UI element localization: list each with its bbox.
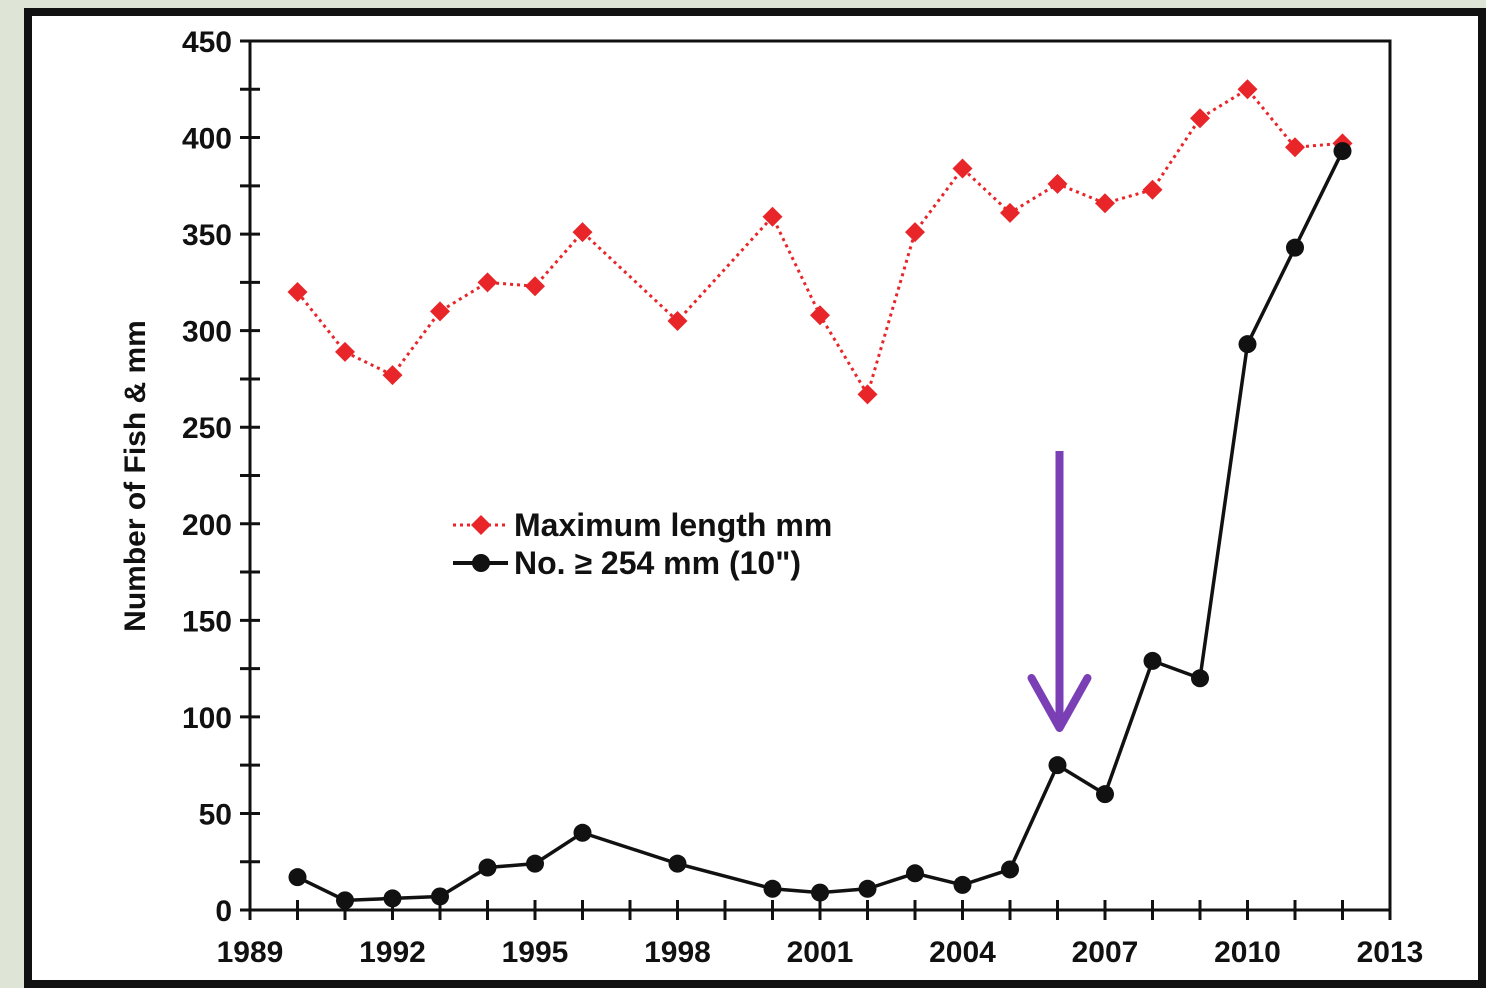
data-point-max-length — [382, 365, 403, 386]
data-point-max-length — [1142, 179, 1163, 200]
data-point-count — [906, 864, 924, 883]
data-point-max-length — [477, 272, 498, 293]
y-tick-label: 350 — [182, 219, 232, 252]
data-point-count — [1143, 651, 1162, 670]
y-tick-label: 200 — [182, 509, 232, 542]
data-point-count — [763, 879, 782, 898]
data-point-count — [336, 891, 354, 910]
data-point-max-length — [1285, 137, 1305, 158]
data-point-max-length — [857, 384, 878, 405]
y-tick-label: 300 — [182, 316, 232, 349]
data-point-count — [1286, 238, 1304, 257]
data-point-count — [383, 889, 402, 908]
data-point-max-length — [572, 222, 593, 243]
data-point-count — [858, 879, 877, 898]
y-tick-label: 400 — [182, 123, 232, 156]
data-point-count — [953, 875, 972, 894]
legend-label-count: No. ≥ 254 mm (10") — [514, 545, 801, 581]
data-point-count — [668, 854, 687, 873]
plot-frame — [248, 39, 1392, 912]
data-point-count — [1333, 142, 1352, 161]
data-point-count — [431, 887, 449, 906]
x-tick-label: 1989 — [217, 936, 284, 969]
x-tick-label: 1995 — [502, 936, 569, 969]
x-tick-label: 2004 — [929, 936, 996, 969]
data-point-max-length — [287, 282, 308, 303]
y-tick-label: 50 — [199, 798, 232, 831]
data-point-max-length — [905, 222, 925, 243]
data-point-max-length — [762, 206, 783, 227]
annotation-arrow-head — [1027, 674, 1092, 732]
legend: Maximum length mm No. ≥ 254 mm (10") — [453, 507, 832, 581]
data-point-count — [811, 883, 829, 902]
y-tick-label: 450 — [182, 26, 232, 59]
data-point-max-length — [1190, 108, 1210, 129]
data-point-count — [1048, 756, 1067, 775]
data-point-count — [1191, 669, 1209, 688]
x-tick-label: 1998 — [644, 936, 711, 969]
data-point-count — [573, 823, 592, 842]
y-tick-label: 250 — [182, 412, 232, 445]
data-point-max-length — [335, 341, 355, 362]
x-tick-label: 2010 — [1214, 936, 1281, 969]
data-point-max-length — [952, 158, 973, 179]
x-tick-label: 2007 — [1072, 936, 1139, 969]
data-point-count — [1001, 860, 1019, 879]
axes: 0 50 100 150 200 250 300 350 400 450 1989 1992 1995 1… — [182, 26, 1423, 969]
y-tick-label: 150 — [182, 605, 232, 638]
data-point-count — [1238, 335, 1257, 354]
x-tick-label: 1992 — [359, 936, 426, 969]
data-point-max-length — [810, 305, 830, 326]
data-point-max-length — [1047, 173, 1068, 194]
x-tick-label: 2001 — [787, 936, 854, 969]
data-point-max-length — [430, 301, 450, 322]
x-tick-label: 2013 — [1357, 936, 1424, 969]
data-point-count — [1096, 785, 1114, 804]
series-line-max-length — [296, 87, 1343, 399]
legend-label-max-length: Maximum length mm — [514, 507, 832, 543]
data-point-count — [288, 868, 307, 887]
data-point-max-length — [1095, 193, 1115, 214]
data-point-max-length — [667, 311, 688, 332]
data-point-count — [478, 858, 497, 877]
y-axis-title: Number of Fish & mm — [119, 320, 152, 632]
series-layer — [287, 79, 1353, 910]
data-point-max-length — [1237, 79, 1258, 100]
y-tick-label: 0 — [215, 895, 232, 928]
y-tick-label: 100 — [182, 702, 232, 735]
data-point-max-length — [525, 276, 545, 297]
legend-marker-max-length — [471, 515, 491, 535]
annotation-layer — [1027, 451, 1092, 732]
legend-marker-count — [472, 554, 490, 572]
data-point-count — [526, 854, 544, 873]
data-point-max-length — [1000, 202, 1020, 223]
